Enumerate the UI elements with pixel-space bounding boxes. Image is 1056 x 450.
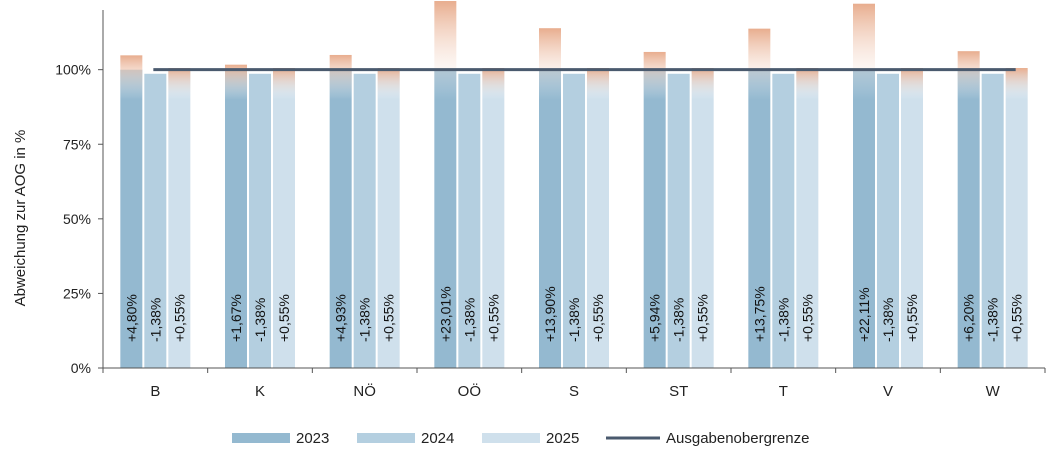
bar-2024: [772, 73, 795, 369]
data-label: +13,90%: [542, 286, 558, 342]
legend-label: Ausgabenobergrenze: [666, 430, 809, 447]
legend-swatch: [232, 433, 290, 443]
data-label: +0,55%: [171, 294, 187, 342]
bar-2025: [1005, 69, 1028, 369]
data-label: -1,38%: [252, 298, 268, 342]
category-label: ST: [669, 383, 688, 400]
data-label: +5,94%: [647, 294, 663, 342]
bar-overshoot: [901, 68, 923, 100]
data-label: +0,55%: [904, 294, 920, 342]
bar-overshoot: [748, 28, 771, 100]
bar-2023: [957, 69, 980, 369]
data-label: -1,38%: [880, 298, 896, 342]
bar-2023: [643, 69, 666, 369]
data-label: +4,80%: [123, 294, 139, 342]
bar-overshoot: [587, 68, 609, 100]
y-tick-label: 75%: [63, 136, 91, 152]
bar-overshoot: [482, 68, 505, 100]
data-label: +0,55%: [381, 294, 397, 342]
data-label: +22,11%: [856, 287, 872, 342]
y-tick-label: 25%: [63, 285, 91, 301]
bar-2023: [853, 69, 875, 369]
legend-label: 2023: [296, 430, 329, 447]
bar-2024: [981, 73, 1004, 369]
bar-2025: [482, 69, 505, 369]
data-label: +4,93%: [333, 294, 349, 342]
data-label: -1,38%: [147, 298, 163, 342]
bar-2023: [225, 69, 247, 369]
legend-label: 2025: [546, 430, 579, 447]
bar-2023: [539, 69, 561, 369]
y-axis: 0% 25% 50% 75% 100%: [55, 10, 104, 376]
data-label: -1,38%: [671, 298, 687, 342]
bar-overshoot: [168, 68, 191, 100]
bar-overshoot: [691, 68, 714, 100]
data-label: +13,75%: [751, 286, 767, 342]
category-label: K: [255, 383, 265, 400]
bar-2024: [667, 73, 690, 369]
legend-label: 2024: [421, 430, 454, 447]
data-label: +0,55%: [1009, 294, 1025, 342]
data-label: -1,38%: [985, 298, 1001, 342]
bar-2025: [377, 69, 400, 369]
legend-swatch: [482, 433, 540, 443]
bar-2023: [748, 69, 771, 369]
data-label: +0,55%: [485, 294, 501, 342]
bar-2023: [434, 69, 457, 369]
data-label: +0,55%: [590, 294, 606, 342]
bar-2023: [329, 69, 352, 369]
data-label: +23,01%: [437, 286, 453, 342]
bar-overshoot: [539, 28, 561, 100]
bar-2024: [563, 73, 585, 369]
bar-2024: [249, 73, 271, 369]
bar-overshoot: [377, 68, 400, 100]
data-label: -1,38%: [566, 298, 582, 342]
bar-overshoot: [434, 1, 457, 100]
bar-overshoot: [853, 3, 875, 100]
bar-2024: [458, 73, 481, 369]
bar-2023: [120, 69, 143, 369]
bar-overshoot: [273, 68, 295, 100]
bar-overshoot: [225, 64, 247, 100]
bar-2025: [691, 69, 714, 369]
bars: +4,80% -1,38% +0,55% +1,67% -1,38% +0,55% +4,9…: [120, 1, 1028, 369]
bar-2025: [587, 69, 609, 369]
legend: 2023 2024 2025 Ausgabenobergrenze: [232, 430, 809, 447]
bar-2025: [168, 69, 191, 369]
data-label: +0,55%: [276, 294, 292, 342]
data-label: -1,38%: [357, 298, 373, 342]
bar-overshoot: [796, 68, 819, 100]
data-label: +0,55%: [799, 294, 815, 342]
legend-swatch: [357, 433, 415, 443]
category-label: S: [569, 383, 579, 400]
bar-2025: [796, 69, 819, 369]
y-tick-label: 50%: [63, 211, 91, 227]
y-tick-label: 100%: [55, 62, 91, 78]
y-tick-label: 0%: [71, 360, 91, 376]
bar-overshoot: [120, 55, 143, 100]
category-label: T: [779, 383, 788, 400]
x-axis: B K NÖ OÖ S ST T V W: [102, 367, 1046, 400]
data-label: -1,38%: [775, 298, 791, 342]
data-label: +6,20%: [961, 294, 977, 342]
category-label: B: [150, 383, 160, 400]
bar-2024: [353, 73, 376, 369]
bar-overshoot: [643, 51, 666, 100]
bar-2024: [877, 73, 899, 369]
bar-2024: [144, 73, 167, 369]
category-label: V: [883, 383, 893, 400]
bar-2025: [901, 69, 923, 369]
bar-overshoot: [1005, 68, 1028, 100]
data-label: -1,38%: [461, 298, 477, 342]
category-label: NÖ: [353, 382, 376, 400]
bar-overshoot: [957, 51, 980, 100]
data-label: +1,67%: [228, 294, 244, 342]
data-label: +0,55%: [695, 294, 711, 342]
category-label: W: [986, 383, 1001, 400]
category-label: OÖ: [458, 382, 481, 400]
bar-overshoot: [329, 54, 352, 100]
y-axis-label: Abweichung zur AOG in %: [12, 130, 29, 307]
bar-2025: [273, 69, 295, 369]
